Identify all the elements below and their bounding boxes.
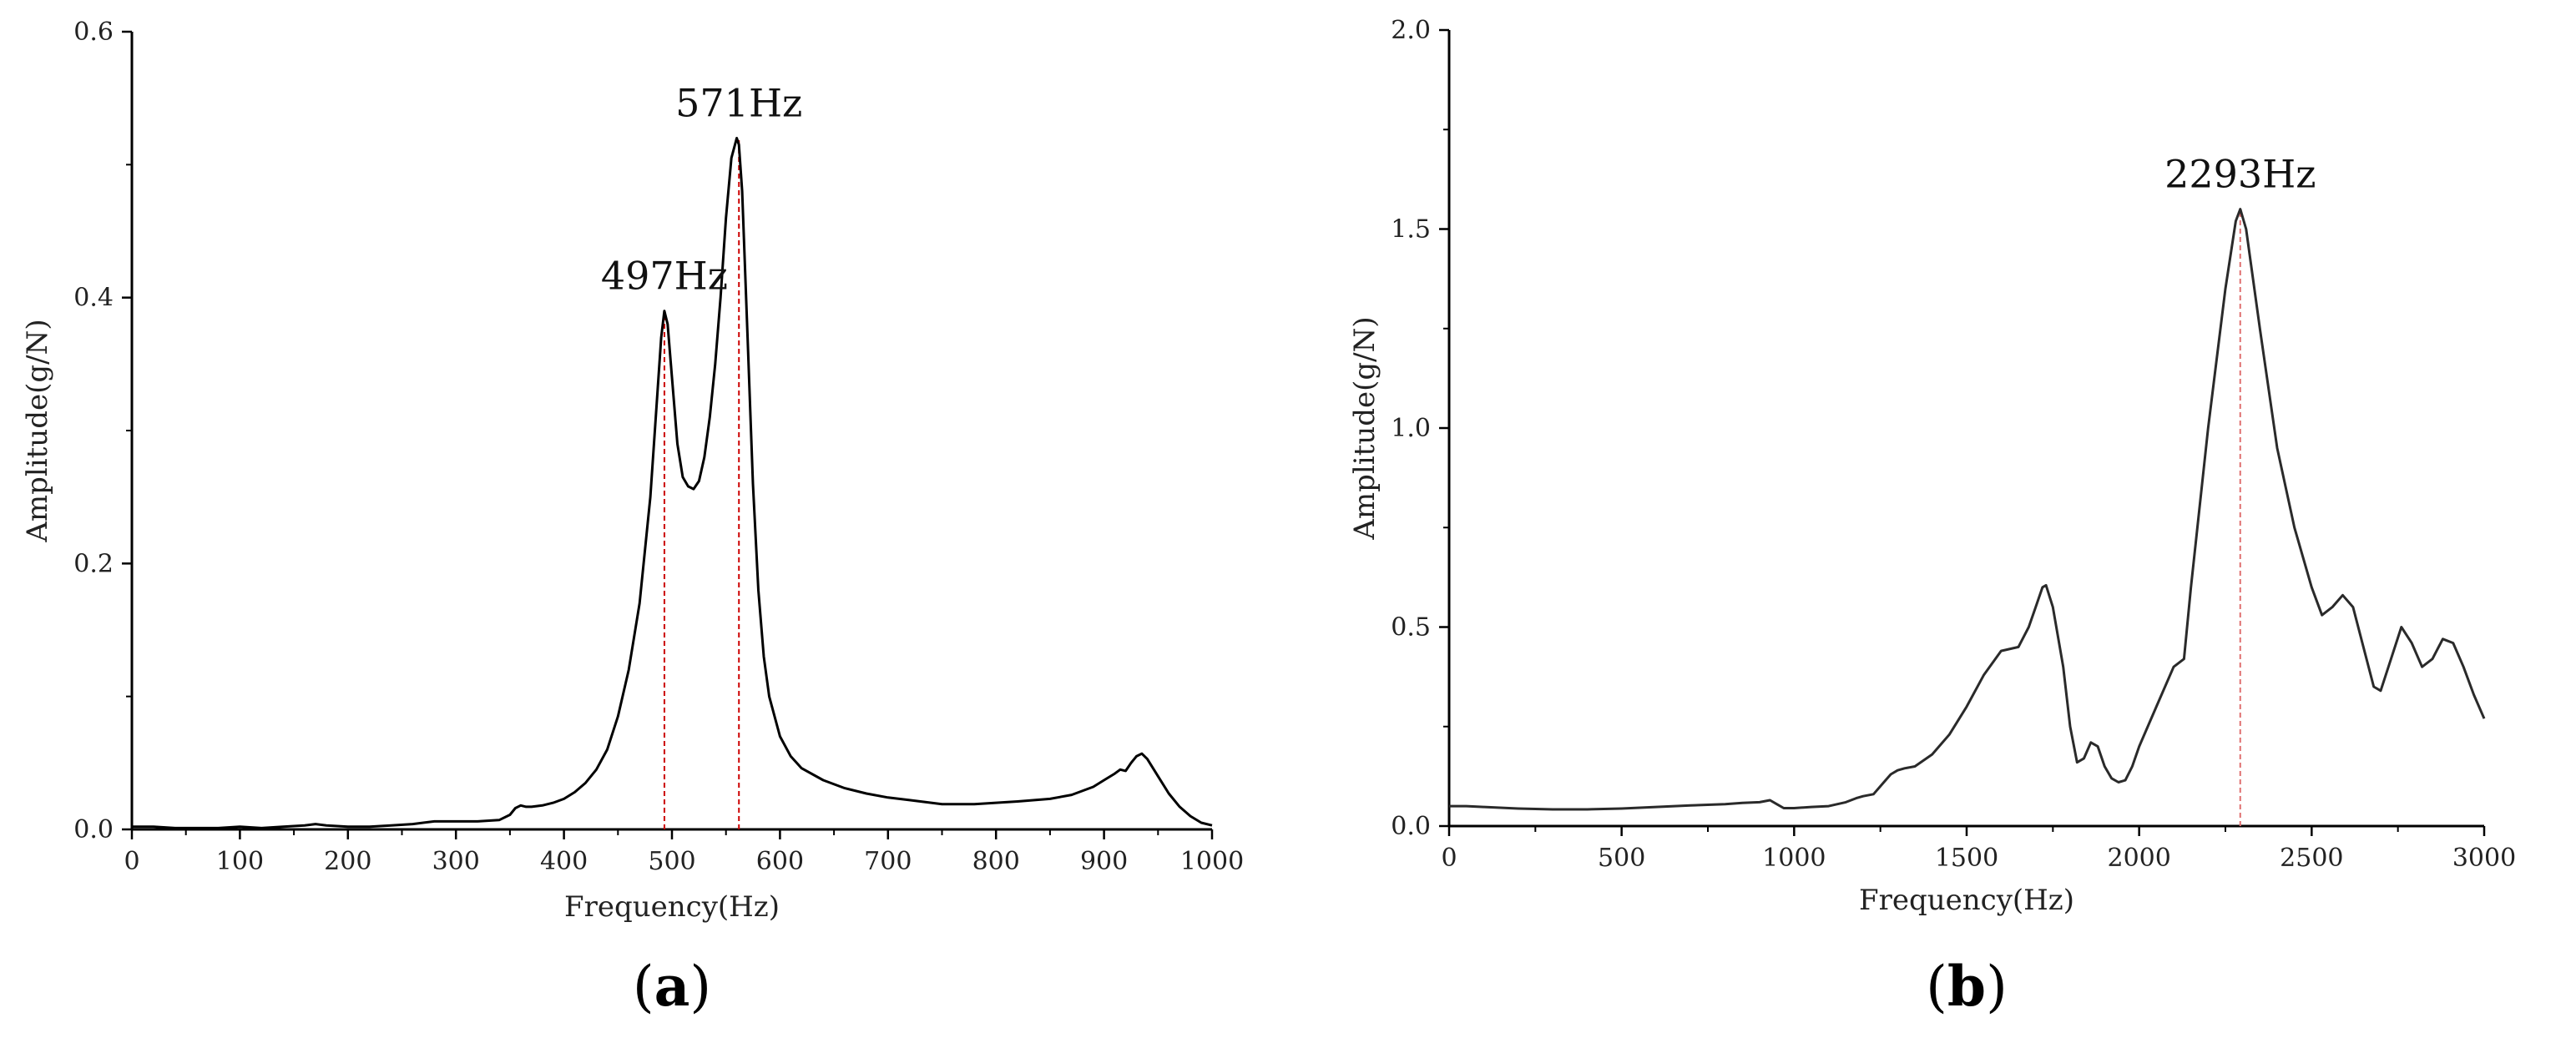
- chart-a-panel-label: (a): [633, 954, 711, 1019]
- chart-a-x-tick-label: 1000: [1180, 847, 1244, 876]
- chart-a-x-tick-label: 200: [324, 847, 371, 876]
- chart-b-x-tick-label: 2000: [2107, 844, 2170, 873]
- chart-a-x-tick-label: 600: [756, 847, 804, 876]
- chart-b-series-line: [1449, 208, 2486, 811]
- chart-b-panel-label: (b): [1926, 954, 2008, 1019]
- chart-a-peak-label: 571Hz: [675, 80, 802, 125]
- chart-b-y-tick-label: 0.5: [1391, 613, 1431, 642]
- chart-b-peak-label: 2293Hz: [2164, 152, 2316, 197]
- chart-a-y-tick-label: 0.6: [73, 18, 114, 47]
- chart-b-x-tick-label: 500: [1598, 844, 1645, 873]
- chart-b-y-tick-label: 0.0: [1391, 812, 1431, 841]
- chart-a-x-tick-label: 900: [1080, 847, 1128, 876]
- chart-b-y-axis-label: Amplitude(g/N): [1348, 316, 1381, 540]
- chart-b-x-axis-label: Frequency(Hz): [1859, 884, 2074, 917]
- chart-a-y-tick-label: 0.4: [73, 284, 114, 313]
- chart-b-y-tick-label: 1.0: [1391, 414, 1431, 443]
- chart-b-y-tick-label: 1.5: [1391, 215, 1431, 244]
- chart-b-x-tick-label: 0: [1441, 844, 1457, 873]
- chart-b-y-tick-label: 2.0: [1391, 16, 1431, 45]
- chart-b-x-tick-label: 2500: [2280, 844, 2343, 873]
- chart-a-series-line: [132, 137, 1213, 829]
- chart-b-x-tick-label: 3000: [2452, 844, 2516, 873]
- chart-a-x-tick-label: 0: [124, 847, 139, 876]
- chart-a-y-tick-label: 0.2: [73, 549, 114, 578]
- chart-a-peak-label: 497Hz: [601, 254, 728, 299]
- chart-a-x-tick-label: 300: [432, 847, 480, 876]
- chart-a-y-axis-label: Amplitude(g/N): [21, 319, 54, 542]
- chart-a-x-axis-label: Frequency(Hz): [564, 890, 780, 924]
- chart-b-x-tick-label: 1000: [1762, 844, 1826, 873]
- chart-a-x-tick-label: 400: [540, 847, 588, 876]
- chart-a-x-tick-label: 800: [972, 847, 1020, 876]
- chart-a-x-tick-label: 700: [864, 847, 912, 876]
- chart-b: 0 500 1000 1500 2000 2500 3000 0.0 0.5 1.0 1.5 2.0 F…: [1348, 16, 2516, 1019]
- chart-b-x-tick-label: 1500: [1935, 844, 1998, 873]
- chart-a-x-tick-label: 100: [216, 847, 264, 876]
- chart-a-y-tick-label: 0.0: [73, 815, 114, 844]
- chart-a-x-tick-label: 500: [648, 847, 695, 876]
- chart-a: 0 100 200 300 400 500 600 700 800 900 1000 0.0 0.2 0.…: [21, 18, 1244, 1019]
